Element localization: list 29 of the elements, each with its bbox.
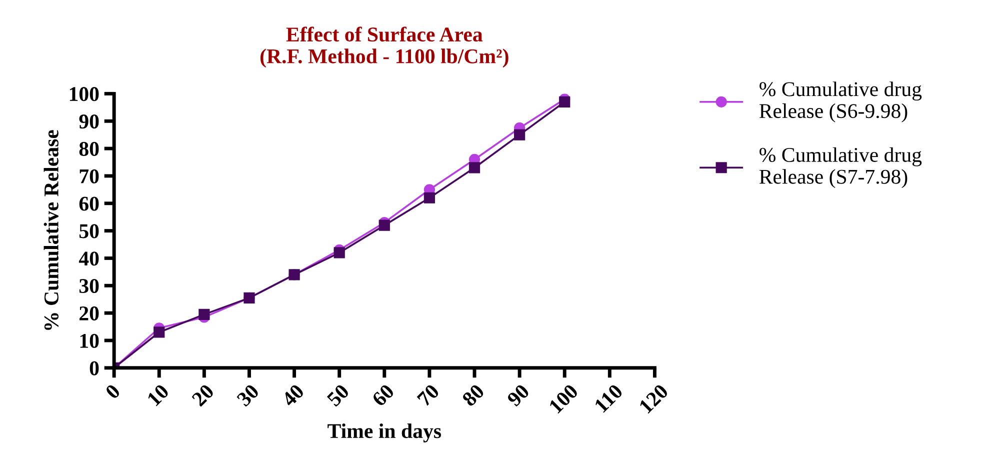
y-tick-label: 70 [80, 169, 99, 184]
y-tick-label: 30 [79, 279, 99, 294]
x-axis-title: Time in days [328, 423, 442, 442]
x-tick-label: 110 [594, 383, 624, 413]
y-tick-label: 100 [70, 87, 99, 102]
y-axis-title: % Cumulative Release [44, 130, 59, 330]
y-tick-label: 80 [79, 142, 99, 156]
y-tick-label: 90 [79, 114, 99, 129]
x-tick-label: 60 [371, 383, 395, 408]
legend-label: % Cumulative drug Release (S6-9.98) [759, 82, 922, 122]
legend-label: % Cumulative drug Release (S7-7.98) [759, 147, 922, 188]
x-tick-label: 70 [416, 383, 440, 407]
x-tick-label: 90 [506, 383, 530, 408]
x-tick-label: 40 [280, 383, 305, 408]
y-tick-label: 60 [79, 196, 99, 211]
chart-title: Effect of Surface Area (R.F. Method - 1100 lb/Cm²) [260, 26, 508, 68]
x-tick-label: 10 [146, 383, 170, 406]
x-tick-label: 120 [638, 383, 669, 414]
x-tick-label: 0 [104, 383, 121, 400]
y-tick-label: 0 [90, 361, 99, 376]
y-tick-label: 50 [79, 224, 99, 238]
x-tick-label: 50 [326, 383, 350, 407]
y-tick-label: 40 [78, 252, 99, 266]
x-tick-label: 80 [461, 383, 485, 408]
x-tick-label: 30 [236, 383, 260, 408]
x-tick-label: 20 [191, 383, 215, 407]
x-tick-label: 100 [548, 383, 579, 414]
y-tick-label: 10 [80, 334, 99, 348]
y-tick-label: 20 [80, 306, 99, 320]
